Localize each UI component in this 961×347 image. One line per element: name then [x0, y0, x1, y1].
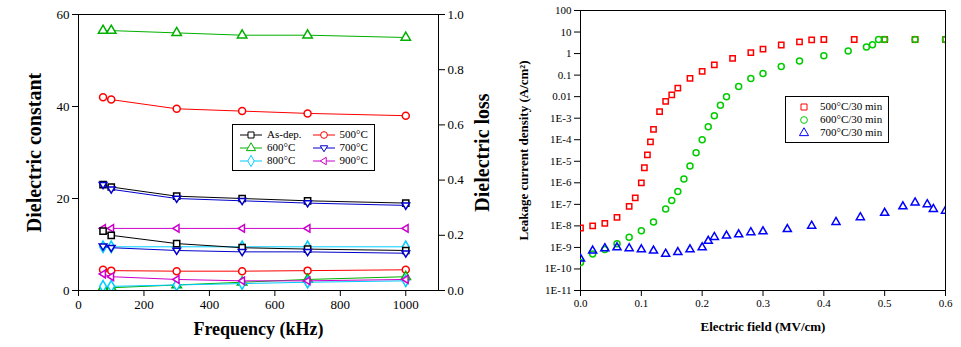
svg-text:10: 10 [561, 26, 573, 38]
svg-text:400: 400 [200, 297, 220, 312]
html-text:500°C: 500°C [339, 128, 368, 140]
svg-text:0.2: 0.2 [695, 297, 709, 309]
svg-text:0.2: 0.2 [448, 227, 464, 242]
svg-text:1E-10: 1E-10 [545, 262, 572, 274]
svg-text:0.1: 0.1 [634, 297, 648, 309]
svg-text:60: 60 [57, 7, 70, 22]
svg-text:0.8: 0.8 [448, 62, 464, 77]
svg-text:0.01: 0.01 [552, 90, 571, 102]
svg-text:0.0: 0.0 [448, 283, 464, 298]
svg-text:1E-8: 1E-8 [550, 219, 572, 231]
svg-text:Leakage current density (A/cm²: Leakage current density (A/cm²) [516, 60, 531, 240]
svg-text:1: 1 [566, 47, 572, 59]
html-text:500°C/30 min: 500°C/30 min [820, 100, 883, 112]
svg-text:Dielectric constant: Dielectric constant [23, 72, 45, 232]
svg-text:0.6: 0.6 [939, 297, 953, 309]
svg-text:1E-11: 1E-11 [545, 284, 571, 296]
svg-text:0.1: 0.1 [558, 69, 572, 81]
svg-text:20: 20 [57, 191, 70, 206]
svg-text:0.0: 0.0 [574, 297, 588, 309]
svg-text:0.4: 0.4 [817, 297, 831, 309]
html-text:As-dep.: As-dep. [267, 128, 302, 140]
svg-text:1E-6: 1E-6 [550, 176, 572, 188]
svg-text:Frequency (kHz): Frequency (kHz) [193, 319, 323, 340]
svg-text:1E-5: 1E-5 [550, 155, 572, 167]
svg-text:Electric field (MV/cm): Electric field (MV/cm) [701, 319, 826, 334]
html-text:700°C/30 min: 700°C/30 min [820, 126, 883, 138]
svg-text:200: 200 [134, 297, 154, 312]
svg-text:1E-7: 1E-7 [550, 198, 572, 210]
html-text:600°C/30 min: 600°C/30 min [820, 113, 883, 125]
svg-text:Dielectric loss: Dielectric loss [471, 93, 493, 211]
svg-text:40: 40 [57, 99, 70, 114]
html-text:600°C: 600°C [267, 141, 296, 153]
svg-text:0.4: 0.4 [448, 172, 465, 187]
svg-text:0: 0 [75, 297, 82, 312]
svg-text:0: 0 [63, 283, 70, 298]
html-text:900°C: 900°C [339, 154, 368, 166]
svg-text:100: 100 [555, 4, 572, 16]
svg-text:0.3: 0.3 [756, 297, 770, 309]
svg-text:1E-3: 1E-3 [550, 112, 572, 124]
svg-text:0.6: 0.6 [448, 117, 465, 132]
html-text:700°C: 700°C [339, 141, 368, 153]
svg-text:1E-4: 1E-4 [550, 133, 572, 145]
svg-text:1000: 1000 [393, 297, 419, 312]
html-text:800°C: 800°C [267, 154, 296, 166]
svg-text:800: 800 [331, 297, 351, 312]
svg-text:600: 600 [265, 297, 285, 312]
svg-text:1E-9: 1E-9 [550, 241, 572, 253]
svg-text:1.0: 1.0 [448, 7, 464, 22]
svg-text:0.5: 0.5 [878, 297, 892, 309]
